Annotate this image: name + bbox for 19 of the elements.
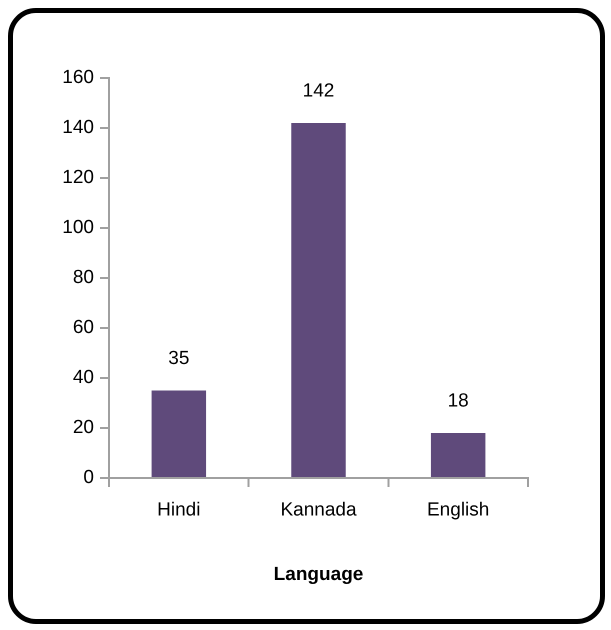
data-label: 35 xyxy=(168,348,190,370)
y-tick-label: 40 xyxy=(72,367,94,388)
y-tick-label: 140 xyxy=(62,117,94,138)
y-tick-label: 100 xyxy=(62,217,94,238)
x-axis-title: Language xyxy=(274,564,364,585)
y-tick-label: 0 xyxy=(83,467,94,488)
y-tick-label: 20 xyxy=(72,417,94,438)
x-tick-label: Hindi xyxy=(157,500,200,521)
bar xyxy=(152,390,206,477)
data-label: 142 xyxy=(302,80,334,102)
bar xyxy=(291,123,346,477)
x-tick-label: English xyxy=(427,500,490,521)
y-tick-label: 60 xyxy=(72,317,94,338)
bar xyxy=(430,433,486,477)
y-tick-label: 120 xyxy=(62,167,94,188)
data-label: 18 xyxy=(448,390,469,412)
y-tick-label: 160 xyxy=(62,67,94,88)
x-tick-label: Kannada xyxy=(280,500,357,521)
y-tick-label: 80 xyxy=(72,267,94,288)
